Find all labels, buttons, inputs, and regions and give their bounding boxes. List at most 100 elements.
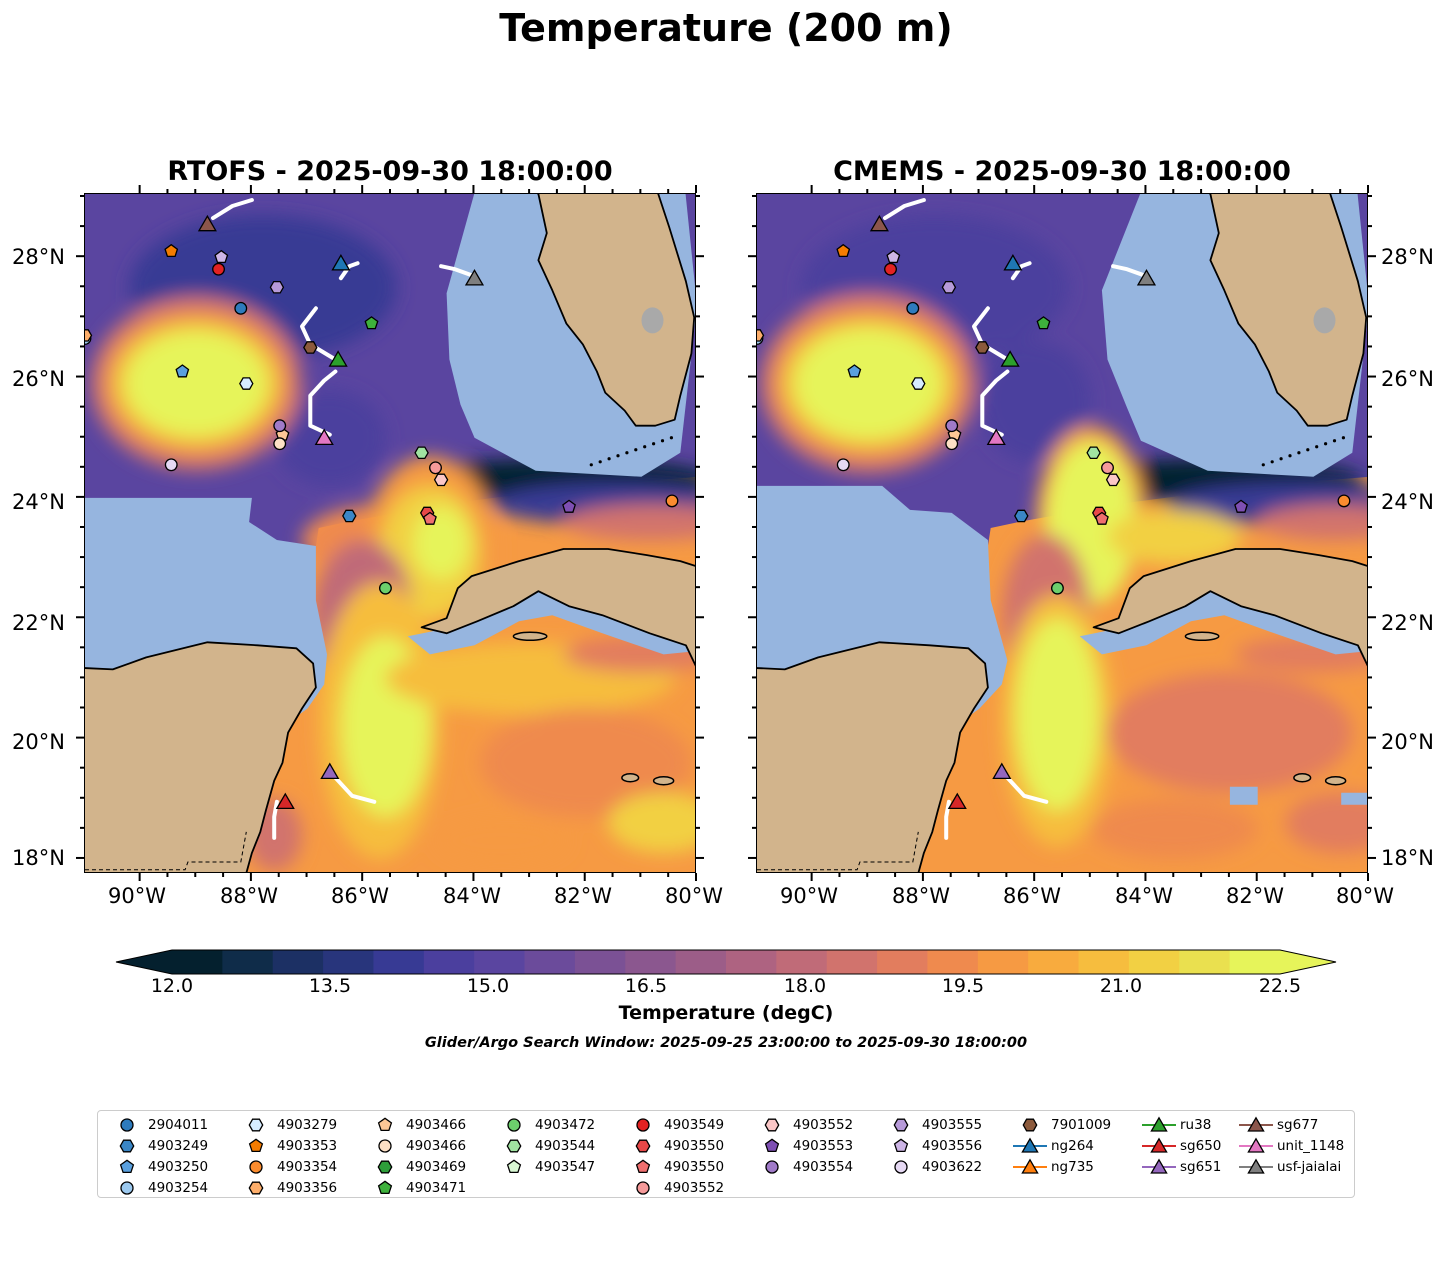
legend-marker-4903622[interactable]	[894, 1160, 908, 1174]
marker-7901009[interactable]	[303, 341, 318, 354]
marker-4903544[interactable]	[414, 446, 429, 460]
marker-4903279[interactable]	[911, 377, 926, 390]
legend-marker-4903279[interactable]	[248, 1118, 264, 1132]
marker-4903250[interactable]	[175, 364, 190, 378]
legend-marker-4903549[interactable]	[636, 1118, 650, 1132]
legend-marker-4903550[interactable]	[635, 1139, 651, 1153]
marker-4903556[interactable]	[886, 249, 901, 264]
legend-marker	[1142, 1158, 1176, 1174]
marker-4903556[interactable]	[214, 249, 229, 264]
legend-marker-4903471[interactable]	[377, 1180, 393, 1195]
marker-4903622[interactable]	[164, 458, 178, 472]
marker-4903356[interactable]	[757, 329, 765, 342]
marker-ng264[interactable]	[1003, 253, 1023, 271]
marker-4903549[interactable]	[212, 262, 225, 276]
marker-sg650[interactable]	[275, 792, 295, 810]
legend-marker-4903553[interactable]	[764, 1138, 780, 1153]
marker-4903555[interactable]	[941, 280, 957, 294]
marker-4903552[interactable]	[433, 473, 449, 487]
legend-marker-4903554[interactable]	[765, 1160, 779, 1174]
map-panel-rtofs[interactable]	[84, 193, 696, 873]
marker-4903550[interactable]	[423, 511, 437, 525]
marker-4903554[interactable]	[945, 419, 959, 433]
legend-marker-4903556[interactable]	[893, 1138, 909, 1153]
marker-sg651[interactable]	[320, 762, 340, 780]
legend-marker-4903249[interactable]	[119, 1139, 135, 1153]
marker-4903622[interactable]	[836, 458, 850, 472]
legend-marker-ru38[interactable]	[1150, 1116, 1168, 1132]
legend-marker-4903550[interactable]	[635, 1159, 651, 1174]
marker-4903552[interactable]	[1101, 461, 1114, 475]
marker-sg650[interactable]	[947, 792, 967, 810]
marker-4903354[interactable]	[1337, 494, 1351, 508]
marker-4903472[interactable]	[1050, 581, 1064, 595]
marker-4903250[interactable]	[847, 364, 862, 378]
marker-4903552[interactable]	[1105, 473, 1121, 487]
marker-usf-jaialai[interactable]	[464, 269, 485, 286]
legend-marker-4903552[interactable]	[764, 1118, 780, 1132]
marker-4903353[interactable]	[836, 243, 851, 258]
marker-4903553[interactable]	[1234, 499, 1248, 513]
florida-keys	[589, 463, 593, 467]
marker-4903354[interactable]	[665, 494, 679, 508]
marker-4903472[interactable]	[378, 581, 392, 595]
legend-marker-4903466[interactable]	[378, 1139, 392, 1153]
colorbar-segment	[323, 950, 375, 974]
legend-marker-4903472[interactable]	[507, 1118, 521, 1132]
map-panel-cmems[interactable]	[756, 193, 1368, 873]
marker-sg677[interactable]	[197, 214, 217, 232]
colorbar-segment	[172, 950, 223, 974]
legend-marker-4903250[interactable]	[119, 1159, 135, 1174]
marker-4903550[interactable]	[1095, 511, 1109, 525]
marker-sg651[interactable]	[992, 762, 1012, 780]
legend-marker-sg677[interactable]	[1247, 1116, 1265, 1132]
legend-marker-4903353[interactable]	[248, 1138, 264, 1153]
legend-marker-sg650[interactable]	[1150, 1137, 1168, 1153]
marker-unit_1148[interactable]	[986, 428, 1006, 446]
legend-marker-4903356[interactable]	[248, 1181, 264, 1195]
legend-marker-usf-jaialai[interactable]	[1247, 1158, 1265, 1174]
colorbar-tick: 21.0	[1099, 975, 1143, 997]
marker-2904011[interactable]	[234, 301, 248, 315]
marker-7901009[interactable]	[975, 341, 990, 354]
legend-marker-4903544[interactable]	[506, 1139, 522, 1153]
legend-marker-sg651[interactable]	[1150, 1158, 1168, 1174]
legend-marker-4903547[interactable]	[506, 1159, 522, 1174]
marker-4903552[interactable]	[429, 461, 442, 475]
legend-marker-4903254[interactable]	[120, 1181, 134, 1195]
marker-unit_1148[interactable]	[314, 428, 334, 446]
marker-4903549[interactable]	[884, 262, 897, 276]
legend-marker-7901009[interactable]	[1022, 1118, 1038, 1132]
legend-marker-ng264[interactable]	[1021, 1137, 1039, 1153]
marker-4903466[interactable]	[945, 437, 959, 451]
marker-ru38[interactable]	[1000, 350, 1020, 367]
marker-4903471[interactable]	[364, 316, 379, 330]
marker-4903471[interactable]	[1036, 316, 1051, 330]
marker-ng264[interactable]	[331, 253, 351, 271]
legend-marker-4903555[interactable]	[893, 1118, 909, 1132]
marker-4903466[interactable]	[273, 437, 287, 451]
marker-4903356[interactable]	[85, 329, 93, 342]
marker-4903279[interactable]	[239, 377, 254, 390]
marker-4903249[interactable]	[1014, 509, 1029, 523]
marker-4903554[interactable]	[273, 419, 287, 433]
marker-2904011[interactable]	[906, 301, 920, 315]
legend-marker-unit_1148[interactable]	[1247, 1137, 1265, 1153]
marker-4903249[interactable]	[342, 509, 357, 523]
legend-marker-4903469[interactable]	[377, 1160, 393, 1174]
marker-4903544[interactable]	[1086, 446, 1101, 460]
marker-ru38[interactable]	[328, 350, 348, 367]
legend-marker-4903552[interactable]	[636, 1181, 650, 1195]
marker-sg677[interactable]	[869, 214, 889, 232]
cuba-land	[1092, 548, 1367, 667]
marker-usf-jaialai[interactable]	[1136, 269, 1157, 286]
legend-marker-4903466[interactable]	[377, 1117, 393, 1132]
temperature-contours	[759, 215, 1367, 859]
marker-4903353[interactable]	[164, 243, 179, 258]
marker-4903553[interactable]	[562, 499, 576, 513]
legend-marker-2904011[interactable]	[120, 1118, 134, 1132]
legend-marker-ng735[interactable]	[1021, 1158, 1039, 1174]
marker-4903555[interactable]	[269, 280, 285, 294]
lon-label-right-80: 80°W	[1336, 884, 1394, 908]
legend-marker-4903354[interactable]	[249, 1160, 263, 1174]
